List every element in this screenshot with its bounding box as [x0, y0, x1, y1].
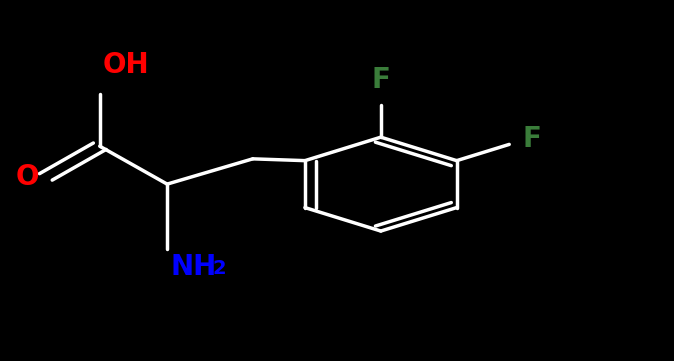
- Text: O: O: [16, 163, 39, 191]
- Text: F: F: [523, 125, 542, 153]
- Text: NH: NH: [171, 253, 217, 281]
- Text: 2: 2: [212, 259, 226, 278]
- Text: OH: OH: [103, 51, 150, 79]
- Text: F: F: [371, 66, 390, 94]
